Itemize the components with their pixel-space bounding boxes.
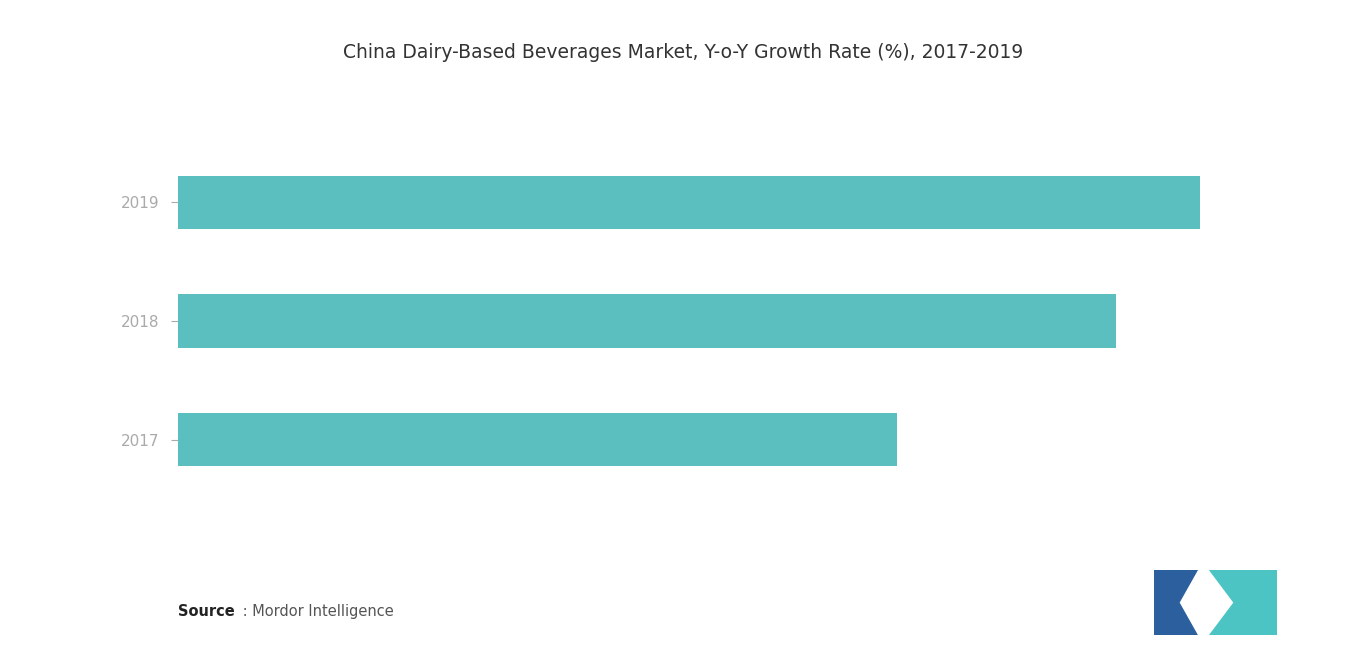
- Text: Source: Source: [178, 604, 235, 619]
- Text: China Dairy-Based Beverages Market, Y-o-Y Growth Rate (%), 2017-2019: China Dairy-Based Beverages Market, Y-o-…: [343, 43, 1023, 62]
- Polygon shape: [1210, 570, 1277, 635]
- Bar: [178, 413, 897, 466]
- Bar: [178, 176, 1199, 229]
- Bar: [178, 294, 1116, 348]
- Polygon shape: [1154, 570, 1197, 635]
- Text: : Mordor Intelligence: : Mordor Intelligence: [238, 604, 393, 619]
